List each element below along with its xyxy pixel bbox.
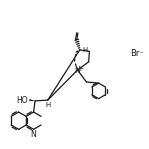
Text: H: H xyxy=(82,47,88,53)
Text: N: N xyxy=(31,130,37,139)
Text: HO: HO xyxy=(16,96,28,105)
Polygon shape xyxy=(29,99,35,101)
Text: N: N xyxy=(74,66,80,75)
Text: H: H xyxy=(45,102,51,108)
Text: +: + xyxy=(77,66,83,72)
Text: Br⁻: Br⁻ xyxy=(130,49,144,58)
